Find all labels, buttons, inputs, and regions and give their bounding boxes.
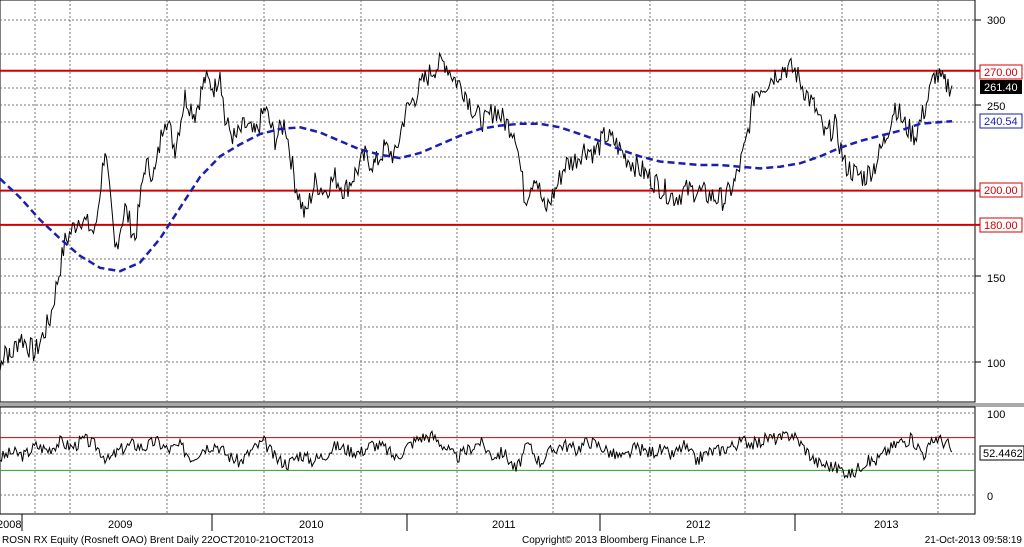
- y-tick-label: 150: [987, 273, 1005, 285]
- tag-label-oscillator: 52.4462: [983, 448, 1023, 460]
- tag-label-moving-average: 240.54: [984, 116, 1018, 128]
- tag-label-180: 180.00: [984, 220, 1018, 232]
- x-tick-label: 2008: [0, 519, 21, 531]
- upper-y-axis: 300 250 150 100: [975, 15, 1005, 370]
- y-tick-label: 100: [987, 358, 1005, 370]
- x-tick-label: 2012: [686, 519, 710, 531]
- lower-panel: 100 0 52.4462: [0, 406, 1024, 515]
- lower-threshold-lines: [0, 437, 975, 471]
- y-tick-label: 100: [987, 409, 1005, 421]
- lower-y-axis: 100 0: [987, 409, 1005, 503]
- tag-label-200: 200.00: [984, 185, 1018, 197]
- tag-label-last-price: 261.40: [984, 82, 1018, 94]
- tag-box-200: [979, 182, 1023, 198]
- tag-box-oscillator: [979, 445, 1024, 461]
- upper-plot-area: [0, 0, 976, 403]
- y-tick-label: 0: [987, 491, 993, 503]
- tag-box-270: [979, 64, 1023, 80]
- x-tick-label: 2013: [874, 519, 898, 531]
- tag-box-moving-average: [979, 113, 1023, 129]
- footer-timestamp: 21-Oct-2013 09:58:19: [925, 535, 1023, 546]
- tag-label-270: 270.00: [984, 67, 1018, 79]
- lower-plot-area: [0, 406, 976, 515]
- tag-box-last-price: [980, 80, 1022, 94]
- upper-value-tags: 270.00 261.40 240.54 200.00 180.00: [979, 64, 1023, 233]
- price-line: [0, 51, 953, 371]
- upper-panel: 300 250 150 100 270.00 261.40 240.54 200…: [0, 0, 1023, 403]
- y-tick-label: 300: [987, 15, 1005, 27]
- upper-resistance-lines: [0, 69, 980, 226]
- footer-security: ROSN RX Equity (Rosneft OAO) Brent Daily…: [2, 535, 314, 546]
- footer: ROSN RX Equity (Rosneft OAO) Brent Daily…: [2, 535, 1022, 546]
- moving-average-line: [0, 119, 953, 273]
- tag-box-180: [979, 217, 1023, 233]
- y-tick-label: 250: [987, 101, 1005, 113]
- upper-series: [0, 51, 953, 371]
- footer-copyright: Copyright© 2013 Bloomberg Finance L.P.: [522, 535, 706, 546]
- lower-grid: [0, 407, 975, 514]
- oscillator-line: [0, 430, 953, 479]
- x-tick-label: 2011: [492, 519, 516, 531]
- x-axis: 2008 2009 2010 2011 2012 2013: [0, 513, 975, 531]
- x-tick-label: 2010: [299, 519, 323, 531]
- x-tick-label: 2009: [108, 519, 132, 531]
- lower-series: [0, 430, 953, 479]
- lower-value-tags: 52.4462: [979, 445, 1024, 461]
- panel-separator: [0, 403, 1024, 407]
